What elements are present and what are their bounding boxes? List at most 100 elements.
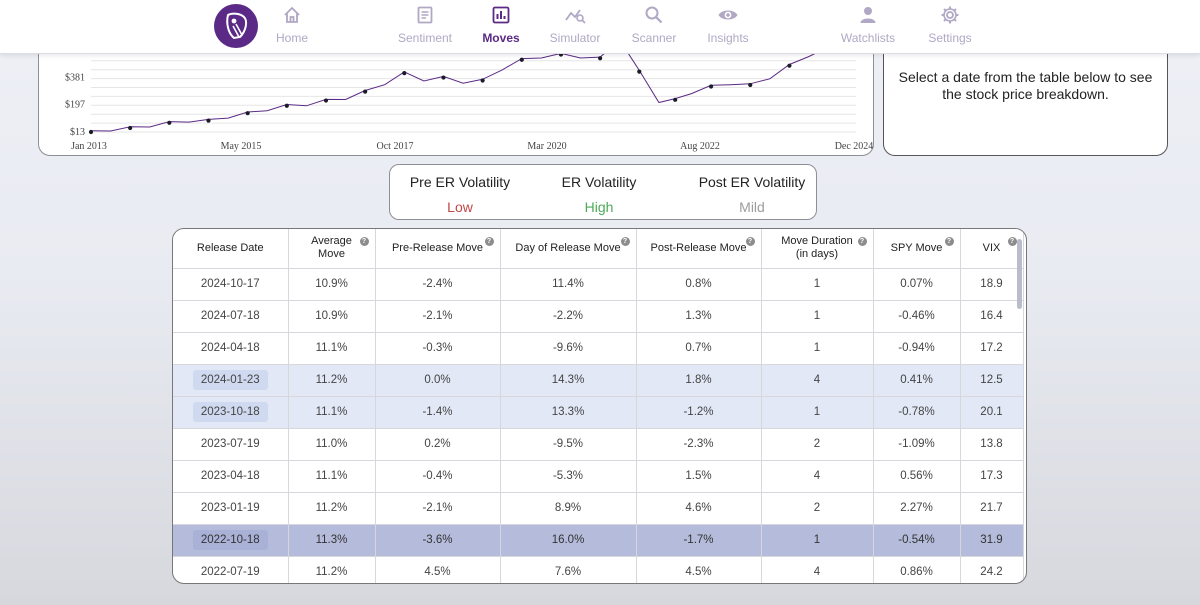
table-cell: 17.2 xyxy=(960,332,1024,365)
y-tick-label: $13 xyxy=(70,127,85,138)
nav-home[interactable]: Home xyxy=(247,5,337,45)
table-cell: 4 xyxy=(761,460,874,493)
earnings-point xyxy=(708,84,714,89)
earnings-table[interactable]: Release Date Average Move? Pre-Release Mov… xyxy=(172,228,1027,584)
nav-insights[interactable]: Insights xyxy=(683,5,773,45)
release-date-cell[interactable]: 2022-10-18 xyxy=(173,524,289,557)
table-cell: 2.27% xyxy=(873,492,961,525)
table-cell: 1.8% xyxy=(636,364,762,397)
table-cell: 18.9 xyxy=(960,268,1024,301)
table-cell: 1 xyxy=(761,396,874,429)
help-icon[interactable]: ? xyxy=(620,237,630,246)
release-date-cell[interactable]: 2024-10-17 xyxy=(173,268,289,301)
table-cell: 0.07% xyxy=(873,268,961,301)
earnings-point xyxy=(441,75,446,80)
x-tick-label: Mar 2020 xyxy=(527,141,566,152)
release-date-cell[interactable]: 2023-07-19 xyxy=(173,428,289,461)
table-cell: -2.1% xyxy=(375,492,501,525)
volatility-summary: Pre ER Volatility Low ER Volatility High… xyxy=(389,164,817,220)
nav-watchlists-label: Watchlists xyxy=(840,31,896,45)
help-icon[interactable]: ? xyxy=(745,237,755,246)
table-cell: -1.7% xyxy=(636,524,762,557)
table-cell: -9.6% xyxy=(500,332,637,365)
release-date-value: 2024-07-18 xyxy=(200,310,260,322)
x-tick-label: Jan 2013 xyxy=(71,141,107,152)
earnings-point xyxy=(637,69,642,74)
earnings-point xyxy=(167,120,172,125)
release-date-cell[interactable]: 2024-04-18 xyxy=(173,332,289,365)
table-cell: 10.9% xyxy=(288,300,376,333)
table-row[interactable]: 2023-07-19 11.0% 0.2% -9.5% -2.3% 2 -1.09% 13.8 xyxy=(173,428,1024,461)
earnings-point xyxy=(748,82,753,88)
nav-scanner-label: Scanner xyxy=(631,31,677,45)
release-date-cell[interactable]: 2023-01-19 xyxy=(173,492,289,525)
column-header-label: Pre-Release Move xyxy=(391,241,484,254)
table-cell: 1 xyxy=(761,268,874,301)
nav-watchlists[interactable]: Watchlists xyxy=(823,5,913,45)
table-cell: 4 xyxy=(761,556,874,583)
column-header[interactable]: Day of Release Move? xyxy=(500,229,637,269)
earnings-point xyxy=(206,118,211,123)
nav-simulator-label: Simulator xyxy=(549,31,601,45)
earnings-point xyxy=(323,98,329,103)
earnings-point xyxy=(402,71,407,76)
help-icon[interactable]: ? xyxy=(944,237,954,246)
table-cell: 7.6% xyxy=(500,556,637,583)
table-cell: 13.3% xyxy=(500,396,637,429)
table-cell: 11.2% xyxy=(288,364,376,397)
earnings-point xyxy=(519,57,524,62)
table-cell: -5.3% xyxy=(500,460,637,493)
table-cell: 11.1% xyxy=(288,332,376,365)
table-cell: 21.7 xyxy=(960,492,1024,525)
column-header[interactable]: Pre-Release Move? xyxy=(375,229,501,269)
x-tick-label: Dec 2024 xyxy=(835,141,874,152)
app-logo[interactable] xyxy=(214,4,258,48)
release-date-cell[interactable]: 2024-01-23 xyxy=(173,364,289,397)
column-header[interactable]: SPY Move? xyxy=(873,229,961,269)
table-row[interactable]: 2023-10-18 11.1% -1.4% 13.3% -1.2% 1 -0.78% 20.… xyxy=(173,396,1024,429)
table-row[interactable]: 2024-01-23 11.2% 0.0% 14.3% 1.8% 4 0.41% 12.5 xyxy=(173,364,1024,397)
table-row[interactable]: 2022-07-19 11.2% 4.5% 7.6% 4.5% 4 0.86% 24.2 xyxy=(173,556,1024,583)
table-cell: -0.46% xyxy=(873,300,961,333)
post-er-volatility: Post ER Volatility Mild xyxy=(682,174,822,215)
table-row[interactable]: 2023-01-19 11.2% -2.1% 8.9% 4.6% 2 2.27% 21.7 xyxy=(173,492,1024,525)
column-header[interactable]: VIX? xyxy=(960,229,1024,269)
release-date-cell[interactable]: 2023-10-18 xyxy=(173,396,289,429)
help-icon[interactable]: ? xyxy=(484,237,494,246)
table-row[interactable]: 2024-07-18 10.9% -2.1% -2.2% 1.3% 1 -0.46% 16.4 xyxy=(173,300,1024,333)
earnings-point xyxy=(598,56,603,61)
nav-sentiment-label: Sentiment xyxy=(397,31,453,45)
column-header[interactable]: Move Duration (in days)? xyxy=(761,229,874,269)
column-header-label: SPY Move xyxy=(890,241,943,254)
table-row[interactable]: 2024-10-17 10.9% -2.4% 11.4% 0.8% 1 0.07% 18.9 xyxy=(173,268,1024,301)
column-header[interactable]: Post-Release Move? xyxy=(636,229,762,269)
release-date-cell[interactable]: 2022-07-19 xyxy=(173,556,289,583)
help-icon[interactable]: ? xyxy=(857,237,867,246)
release-date-value: 2024-01-23 xyxy=(192,370,268,390)
release-date-value: 2022-10-18 xyxy=(192,530,268,550)
release-date-cell[interactable]: 2023-04-18 xyxy=(173,460,289,493)
nav-scanner[interactable]: Scanner xyxy=(609,5,699,45)
table-cell: 0.8% xyxy=(636,268,762,301)
release-date-cell[interactable]: 2024-07-18 xyxy=(173,300,289,333)
column-header-label: Average Move xyxy=(311,235,352,261)
help-icon[interactable]: ? xyxy=(1007,237,1017,246)
nav-simulator[interactable]: Simulator xyxy=(530,5,620,45)
person-icon xyxy=(860,7,876,23)
table-cell: 4 xyxy=(761,364,874,397)
column-header[interactable]: Average Move? xyxy=(288,229,376,269)
table-row[interactable]: 2022-10-18 11.3% -3.6% 16.0% -1.7% 1 -0.54% 31.… xyxy=(173,524,1024,557)
table-cell: -0.4% xyxy=(375,460,501,493)
table-row[interactable]: 2023-04-18 11.1% -0.4% -5.3% 1.5% 4 0.56% 17.3 xyxy=(173,460,1024,493)
table-cell: -2.3% xyxy=(636,428,762,461)
table-scrollbar[interactable] xyxy=(1017,239,1022,309)
table-row[interactable]: 2024-04-18 11.1% -0.3% -9.6% 0.7% 1 -0.94% 17.2 xyxy=(173,332,1024,365)
nav-sentiment[interactable]: Sentiment xyxy=(380,5,470,45)
table-cell: 8.9% xyxy=(500,492,637,525)
nav-settings[interactable]: Settings xyxy=(905,5,995,45)
nav-moves[interactable]: Moves xyxy=(456,5,546,45)
column-header[interactable]: Release Date xyxy=(173,229,289,269)
release-date-value: 2024-10-17 xyxy=(200,278,260,290)
release-date-value: 2023-01-19 xyxy=(200,502,260,514)
help-icon[interactable]: ? xyxy=(359,237,369,246)
